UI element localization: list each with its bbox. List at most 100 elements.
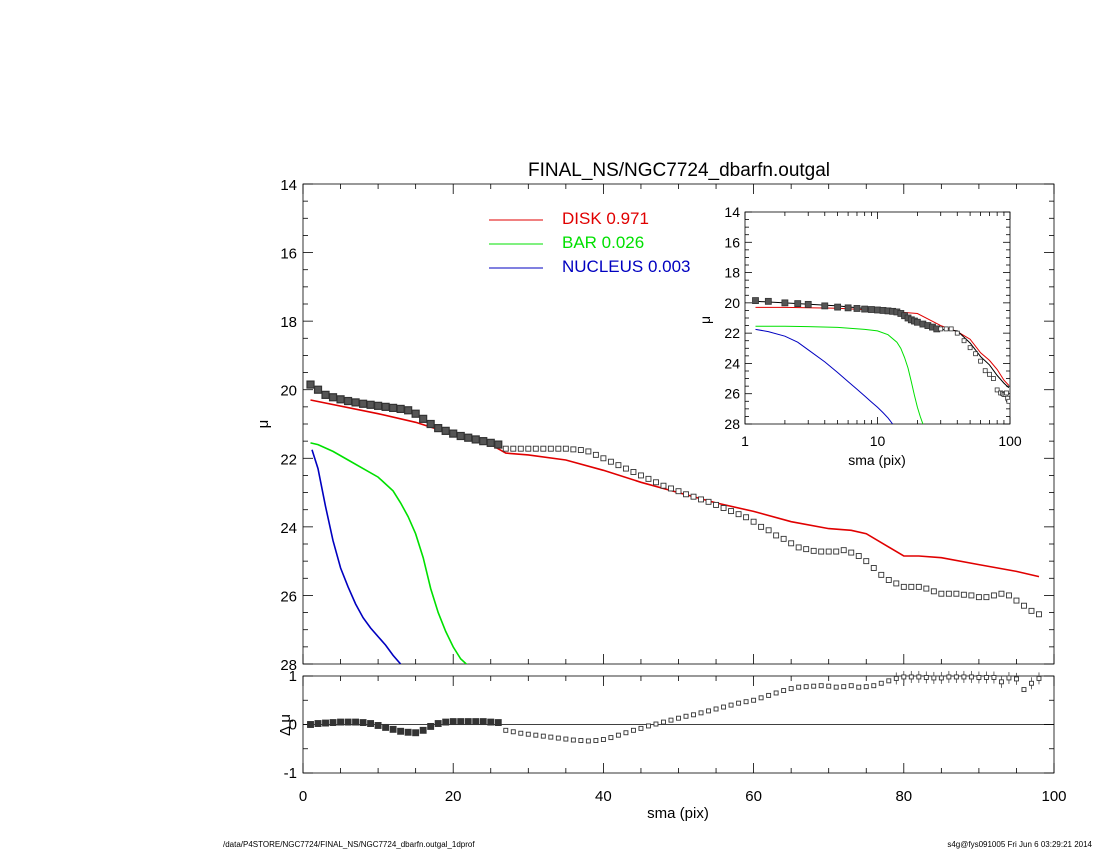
residual-point	[713, 706, 719, 712]
residual-point	[781, 688, 787, 693]
data-point	[404, 406, 413, 415]
residual-point	[329, 719, 337, 727]
y-axis-label: μ	[697, 316, 713, 324]
data-point	[585, 448, 592, 455]
y-tick-label: 26	[724, 386, 740, 402]
inset-point	[1004, 390, 1009, 396]
data-point	[975, 594, 982, 601]
data-point	[630, 469, 637, 475]
data-point	[600, 455, 607, 462]
y-tick-label: 24	[724, 355, 740, 371]
y-tick-label: 16	[724, 234, 740, 250]
data-point	[547, 445, 554, 452]
data-point	[592, 451, 599, 458]
data-point	[750, 518, 757, 525]
residual-point	[916, 674, 922, 680]
residual-point	[788, 686, 794, 692]
y-tick-label: 28	[724, 416, 740, 432]
residual-point	[856, 684, 862, 690]
data-point	[668, 485, 674, 492]
inset-line-nucleus	[755, 328, 893, 424]
data-point	[855, 553, 862, 559]
inset-point	[781, 299, 789, 307]
residual-point	[1029, 680, 1034, 686]
inset-point	[834, 303, 842, 311]
residual-point	[1021, 687, 1027, 693]
data-point	[675, 488, 682, 495]
data-point	[449, 429, 458, 438]
data-point	[471, 435, 480, 444]
data-point	[494, 440, 503, 449]
data-point	[900, 583, 907, 590]
residual-point	[337, 718, 344, 726]
data-point	[555, 445, 562, 452]
residual-point	[457, 718, 465, 726]
residual-point	[743, 699, 749, 705]
residual-point	[518, 730, 524, 736]
residual-point	[533, 732, 539, 738]
residual-point	[412, 729, 420, 737]
residual-point	[548, 734, 554, 740]
data-point	[396, 404, 405, 414]
residual-point	[503, 727, 509, 733]
data-point	[366, 400, 375, 409]
residual-point	[863, 684, 869, 690]
legend-label-bar: BAR 0.026	[562, 233, 644, 252]
residual-point	[374, 722, 382, 729]
residual-point	[600, 737, 606, 742]
data-point	[486, 438, 495, 447]
residual-point	[841, 684, 847, 690]
data-point	[698, 496, 704, 503]
y-axis-label: μ	[255, 420, 272, 429]
data-point	[758, 523, 765, 530]
y-tick-label: 28	[280, 657, 297, 674]
x-axis-label: sma (pix)	[647, 805, 709, 822]
x-tick-label: 0	[299, 788, 307, 805]
residual-point	[878, 680, 884, 686]
inset-point	[764, 297, 772, 305]
data-point	[743, 514, 750, 521]
residual-point	[593, 738, 599, 743]
inset-point	[752, 297, 759, 304]
data-point	[653, 479, 659, 486]
x-tick-label: 10	[870, 433, 886, 449]
residual-point	[510, 729, 516, 735]
residual-point	[419, 726, 427, 734]
residual-point	[344, 718, 352, 726]
residual-point	[773, 690, 779, 696]
residual-point	[352, 718, 360, 726]
data-point	[795, 544, 802, 551]
residual-point	[728, 702, 734, 708]
data-point	[960, 591, 967, 598]
residual-point	[623, 730, 629, 736]
y-tick-label: 20	[280, 383, 297, 400]
data-point	[968, 592, 975, 599]
residual-point	[796, 684, 802, 690]
residual-point	[382, 723, 390, 731]
residual-point	[751, 697, 757, 703]
data-point	[825, 548, 832, 555]
x-tick-label: 80	[895, 788, 912, 805]
inset-point	[861, 305, 869, 313]
data-point	[306, 380, 315, 389]
y-tick-label: 26	[280, 588, 297, 605]
residual-point	[871, 683, 877, 689]
y-tick-label: 18	[280, 314, 297, 331]
data-point	[915, 583, 922, 590]
data-point	[336, 395, 345, 404]
data-point	[713, 501, 719, 508]
residual-point	[811, 683, 817, 689]
residual-point	[646, 723, 651, 729]
y-axis-label: Δ μ	[277, 714, 294, 736]
legend: DISK 0.971 BAR 0.026 NUCLEUS 0.003	[489, 209, 691, 276]
data-point	[313, 385, 323, 394]
data-point	[990, 592, 997, 599]
residual-point	[322, 719, 329, 727]
residual-point	[307, 721, 314, 728]
data-point	[810, 547, 817, 554]
data-point	[1021, 602, 1027, 609]
data-point	[848, 549, 855, 556]
residual-point	[1014, 676, 1019, 682]
data-point	[570, 446, 577, 453]
data-point	[1013, 597, 1020, 604]
